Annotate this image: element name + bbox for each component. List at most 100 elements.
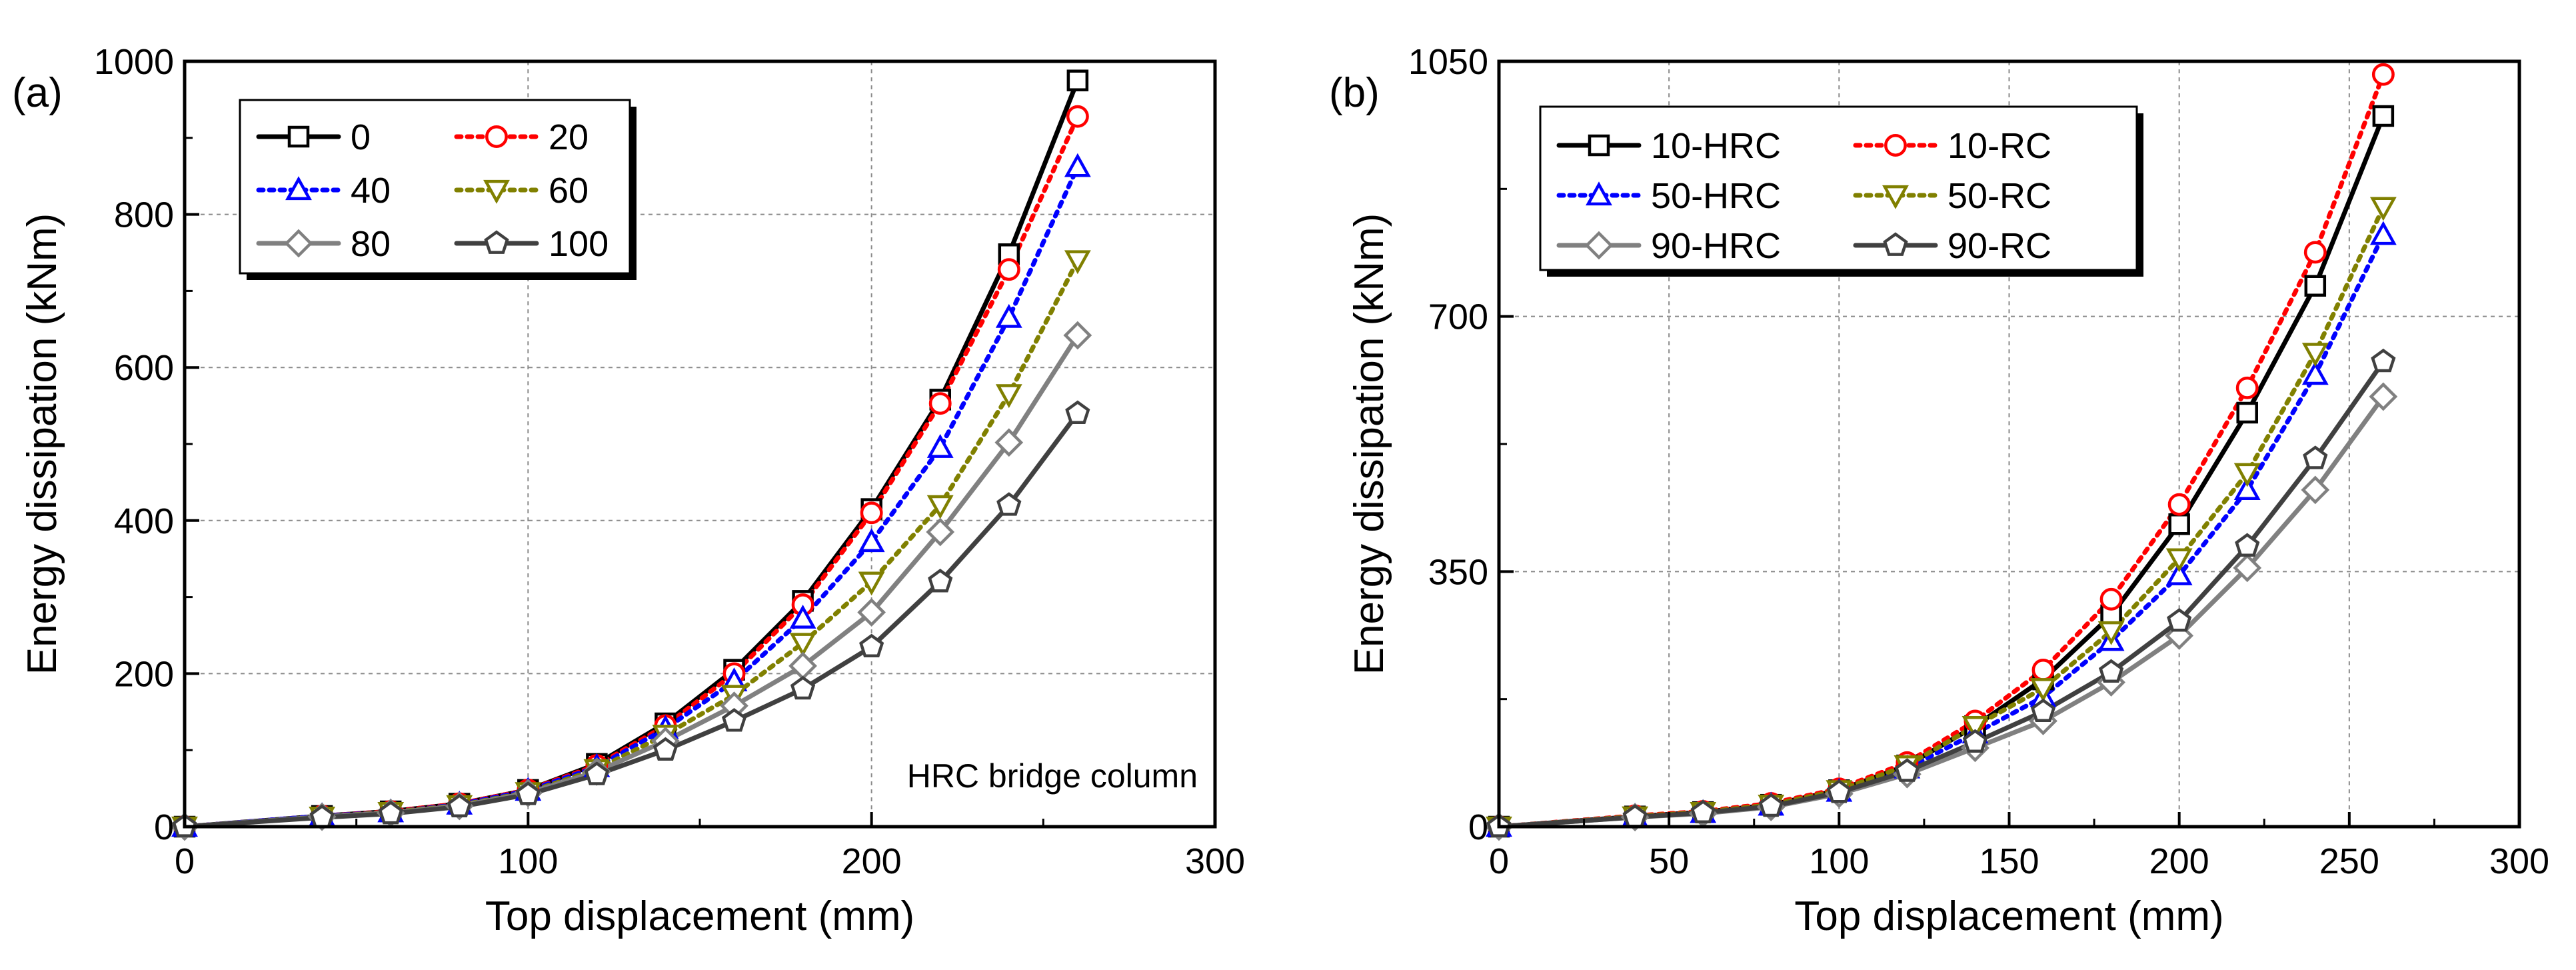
x-tick-label: 300	[2489, 841, 2549, 881]
data-point-10-HRC	[2236, 401, 2258, 424]
x-tick-label: 50	[1649, 841, 1689, 881]
data-point-100	[790, 675, 816, 700]
data-point-50-RC	[2369, 197, 2397, 221]
legend-marker-40	[285, 176, 312, 201]
x-tick-label: 250	[2319, 841, 2379, 881]
data-point-50-RC	[2301, 343, 2329, 367]
legend-label-20: 20	[549, 117, 589, 157]
y-tick-label: 400	[114, 501, 174, 541]
series-line-90-RC	[1496, 359, 2386, 829]
x-tick-label: 100	[498, 841, 558, 881]
legend-label-40: 40	[351, 171, 391, 211]
data-point-50-HRC	[2301, 361, 2329, 385]
data-point-60	[926, 495, 954, 519]
data-point-100	[928, 569, 953, 593]
data-point-100	[1065, 400, 1090, 424]
data-point-90-RC	[1826, 779, 1852, 803]
data-point-80	[926, 517, 955, 547]
legend-label-10-HRC: 10-HRC	[1651, 126, 1781, 166]
legend-label-60: 60	[549, 171, 589, 211]
legend-label-90-RC: 90-RC	[1947, 226, 2051, 266]
series-line-90-HRC	[1496, 394, 2386, 829]
data-point-90-RC	[2167, 608, 2192, 632]
data-point-50-RC	[1961, 715, 1989, 740]
x-tick-label: 0	[1489, 841, 1509, 881]
legend-marker-60	[483, 179, 510, 204]
data-point-100	[447, 793, 472, 817]
legend-label-80: 80	[351, 224, 391, 264]
x-tick-label: 200	[842, 841, 902, 881]
data-point-80	[857, 598, 886, 627]
data-point-10-HRC	[2372, 105, 2395, 127]
data-point-20	[860, 501, 883, 525]
legend-marker-10-HRC	[1588, 134, 1610, 157]
legend-label-90-HRC: 90-HRC	[1651, 226, 1781, 266]
data-point-20	[1066, 105, 1089, 128]
data-point-100	[996, 492, 1022, 516]
data-point-60	[995, 384, 1022, 409]
data-point-80	[994, 428, 1024, 457]
legend-marker-90-HRC	[1584, 231, 1614, 260]
data-point-10-RC	[2235, 376, 2259, 399]
data-point-80	[1063, 321, 1092, 350]
legend-label-0: 0	[351, 117, 371, 157]
x-axis-title: Top displacement (mm)	[1794, 893, 2223, 939]
data-point-90-RC	[2030, 698, 2056, 723]
y-tick-label: 1050	[1408, 42, 1488, 82]
data-point-100	[652, 737, 678, 761]
y-axis-title: Energy dissipation (kNm)	[1346, 213, 1392, 675]
legend-marker-50-RC	[1882, 185, 1909, 209]
data-point-40	[789, 605, 816, 629]
x-tick-label: 300	[1185, 841, 1245, 881]
data-point-100	[584, 761, 610, 785]
data-point-90-RC	[1894, 758, 1920, 782]
data-point-20	[997, 258, 1020, 281]
data-point-90-RC	[2235, 533, 2260, 557]
series-line-50-RC	[1496, 205, 2386, 829]
panel-label: (a)	[12, 70, 63, 116]
data-point-90-RC	[1962, 729, 1988, 753]
data-point-50-RC	[2097, 621, 2125, 645]
data-point-10-RC	[2031, 658, 2055, 681]
data-point-50-HRC	[2233, 476, 2261, 501]
legend: 10-HRC 10-RC 50-HRC 50-RC 90-HRC 90-RC	[1539, 105, 2143, 277]
y-tick-label: 200	[114, 654, 174, 694]
data-point-90-HRC	[2369, 382, 2398, 411]
data-point-60	[789, 633, 816, 657]
annotation-text: HRC bridge column	[907, 757, 1198, 795]
panel-label: (b)	[1329, 70, 1380, 116]
data-point-90-RC	[2098, 659, 2124, 683]
data-point-10-RC	[2167, 493, 2191, 516]
y-tick-label: 350	[1428, 552, 1488, 592]
legend-box	[1539, 105, 2138, 271]
y-tick-label: 800	[114, 195, 174, 235]
y-tick-label: 700	[1428, 297, 1488, 337]
data-point-100	[859, 633, 884, 658]
y-tick-label: 0	[1468, 807, 1488, 847]
data-point-50-RC	[2165, 548, 2193, 573]
data-point-20	[928, 392, 952, 415]
data-point-50-HRC	[2369, 221, 2397, 245]
data-point-50-HRC	[2165, 561, 2193, 585]
data-point-90-HRC	[2301, 475, 2330, 505]
y-tick-label: 1000	[94, 42, 174, 82]
data-point-60	[1064, 250, 1091, 275]
data-point-100	[515, 781, 541, 805]
legend-label-10-RC: 10-RC	[1947, 126, 2051, 166]
data-point-40	[1064, 153, 1091, 177]
legend-label-50-HRC: 50-HRC	[1651, 176, 1781, 216]
data-point-50-RC	[2233, 463, 2261, 487]
x-tick-label: 0	[175, 841, 195, 881]
data-point-10-HRC	[2168, 513, 2190, 535]
data-point-0	[1066, 69, 1089, 91]
data-point-90-RC	[1758, 793, 1784, 817]
data-point-100	[378, 800, 403, 825]
data-point-10-RC	[2371, 63, 2395, 86]
data-point-90-RC	[1690, 799, 1716, 824]
data-point-10-RC	[2099, 587, 2123, 611]
legend-label-100: 100	[549, 224, 609, 264]
y-axis-title: Energy dissipation (kNm)	[19, 213, 65, 675]
data-point-90-RC	[2371, 348, 2396, 373]
